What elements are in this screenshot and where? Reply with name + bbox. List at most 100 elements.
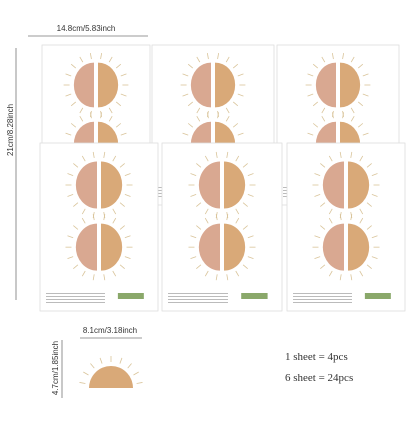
ray [103,274,106,281]
ray [328,217,333,224]
ray [206,53,209,60]
ray [359,217,364,224]
sheet [161,142,283,312]
ray [79,382,86,384]
half-sun [215,62,236,108]
half-sun [75,223,97,271]
ray [81,155,86,162]
ray [83,371,89,376]
half-sun [98,62,119,108]
ray [320,225,326,230]
ray [119,264,125,270]
fine-print [293,293,352,294]
ray [247,194,254,197]
ray [314,194,321,197]
ray [225,56,230,63]
sheet [286,142,406,312]
ray [235,270,240,277]
ray [366,202,372,207]
ray [67,194,74,197]
ray [103,214,106,221]
fine-print [46,302,105,303]
ray [371,194,378,197]
ray [119,357,123,364]
ray [237,132,244,136]
fine-print [168,293,228,294]
fine-print [293,299,352,300]
ray [307,73,314,77]
ray [312,101,319,107]
ray [79,56,84,63]
ray [215,274,218,281]
ray [100,53,103,60]
ray [237,73,244,77]
ray [196,56,201,63]
ray [359,270,364,277]
ray [225,115,230,122]
half-sun [348,223,370,271]
ray [359,155,364,162]
ray [366,264,372,270]
logo [364,293,391,299]
ray [357,101,364,107]
ray [232,63,239,69]
ray [204,270,209,277]
ray [73,163,79,168]
ray [196,115,201,122]
ray [73,264,79,270]
ray [339,214,342,221]
fine-print [293,302,352,303]
ray [331,53,334,60]
fine-print [46,296,105,297]
ray [90,363,95,369]
fine-print [168,296,228,297]
ray [120,132,127,136]
half-sun [322,161,344,209]
ray [314,173,321,176]
ray [314,256,321,260]
half-sun [73,62,94,108]
ray [190,235,197,239]
ray [92,151,95,158]
sheet-paper [161,142,283,312]
sheet-paper [286,142,406,312]
ray [73,225,79,230]
ray [371,256,378,260]
ray [65,73,72,77]
quantity-1: 1 sheet = 4pcs [285,351,348,363]
ray [112,208,117,215]
ray [350,56,355,63]
ray [357,123,364,128]
ray [247,173,254,176]
fine-print [293,296,352,297]
ray [124,194,131,197]
ray [92,214,95,221]
ray [136,382,143,384]
ray [359,208,364,215]
logo [117,293,144,299]
ray [350,115,355,122]
ray [235,155,240,162]
ray [120,73,127,77]
quantity-2: 6 sheet = 24pcs [285,372,353,384]
half-sun [322,223,344,271]
ray [339,274,342,281]
ray [103,151,106,158]
sheets [39,44,406,312]
ray [362,132,369,136]
ray [321,107,326,114]
half-sun [75,161,97,209]
ray [92,274,95,281]
ray [307,132,314,136]
ray [204,155,209,162]
ray [196,107,201,114]
ray [320,264,326,270]
piece-width-label: 8.1cm/3.18inch [83,326,137,335]
ray [124,173,131,176]
ray [182,73,189,77]
ray [321,56,326,63]
fine-print [46,299,105,300]
ray [70,123,77,128]
fine-print [168,299,228,300]
